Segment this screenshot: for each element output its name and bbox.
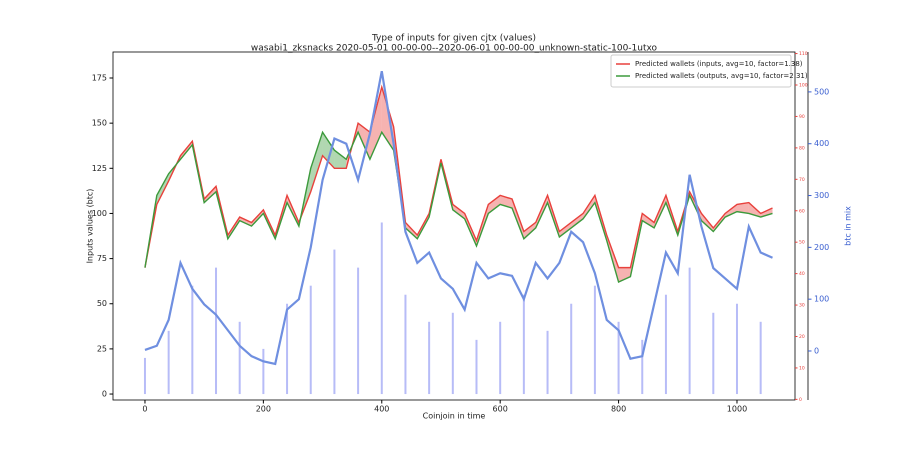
y3-tick-label: 100 [799, 83, 808, 89]
y3-tick-label: 70 [799, 177, 805, 183]
y2-tick-label: 300 [814, 191, 829, 200]
y-tick-label: 150 [92, 119, 107, 128]
y2-axis-label: btc in mix [844, 206, 853, 246]
fill-between [736, 202, 749, 214]
fill-between [760, 208, 773, 218]
y-tick-label: 175 [92, 74, 107, 83]
x-tick-label: 400 [374, 405, 389, 414]
bar [735, 303, 738, 395]
bar [309, 285, 312, 395]
legend-label: Predicted wallets (outputs, avg=10, fact… [635, 72, 808, 80]
fill-between [452, 204, 465, 219]
bar [641, 339, 644, 395]
x-tick-label: 1000 [727, 405, 747, 414]
fill-between [358, 123, 370, 160]
bar [712, 312, 715, 395]
bar [167, 330, 170, 395]
bar [333, 249, 336, 395]
bar [522, 294, 525, 395]
bar [570, 303, 573, 395]
y2-tick-label: 200 [814, 243, 829, 252]
y3-tick-label: 20 [799, 334, 805, 340]
bar [499, 321, 502, 395]
y3-tick-label: 30 [799, 303, 805, 309]
line [144, 130, 773, 284]
x-tick-label: 600 [493, 405, 508, 414]
fill-between [642, 213, 655, 228]
fill-between [369, 87, 382, 160]
bar [191, 285, 194, 395]
fill-between [725, 204, 737, 218]
bar [428, 321, 431, 395]
bar [262, 348, 265, 395]
plot-frame [112, 51, 796, 401]
bar [451, 312, 454, 395]
line [144, 84, 773, 269]
fill-between [381, 87, 394, 151]
bar [593, 285, 596, 395]
line [144, 70, 773, 366]
y-tick-label: 100 [92, 209, 107, 218]
fill-between [488, 195, 501, 214]
bar [286, 303, 289, 395]
bar [380, 222, 383, 395]
y3-tick-label: 90 [799, 114, 805, 120]
bar [238, 321, 241, 395]
y-axis-label: Inputs values (btc) [86, 189, 95, 264]
y-tick-label: 50 [97, 299, 107, 308]
chart-title: Type of inputs for given cjtx (values) [371, 34, 536, 44]
bar [546, 330, 549, 395]
y2-tick-label: 500 [814, 87, 829, 96]
fill-between [571, 213, 584, 228]
y3-tick-label: 80 [799, 145, 805, 151]
x-tick-label: 200 [256, 405, 271, 414]
legend-label: Predicted wallets (inputs, avg=10, facto… [635, 60, 803, 68]
bar [404, 294, 407, 395]
y2-tick-label: 0 [814, 346, 819, 355]
x-axis-label: Coinjoin in time [423, 412, 486, 421]
y3-tick-label: 110 [799, 51, 808, 57]
bar [688, 267, 691, 395]
y2-tick-label: 100 [814, 295, 829, 304]
x-tick-label: 800 [611, 405, 626, 414]
y-tick-label: 125 [92, 164, 107, 173]
fill-between [156, 173, 169, 205]
y-tick-label: 25 [97, 344, 107, 353]
fill-between [322, 132, 335, 169]
y2-tick-label: 400 [814, 139, 829, 148]
fill-between [618, 267, 631, 283]
y3-tick-label: 60 [799, 208, 805, 214]
fill-between [334, 150, 347, 169]
legend-box [610, 54, 792, 88]
bar [357, 267, 360, 395]
bar [475, 339, 478, 395]
bar [664, 294, 667, 395]
bar [143, 357, 146, 395]
fill-between [583, 195, 595, 219]
y3-tick-label: 10 [799, 365, 805, 371]
y-tick-label: 75 [97, 254, 107, 263]
y3-tick-label: 50 [799, 240, 805, 246]
fill-between [523, 222, 536, 239]
fill-between [310, 132, 323, 192]
bar [759, 321, 762, 395]
y3-tick-label: 0 [799, 397, 802, 403]
bar [215, 267, 218, 395]
chart-subtitle: wasabi1_zksnacks 2020-05-01 00-00-00--20… [251, 44, 658, 54]
fill-between [559, 222, 572, 237]
x-tick-label: 0 [142, 405, 147, 414]
fill-between [239, 217, 252, 227]
y3-tick-label: 40 [799, 271, 805, 277]
y-tick-label: 0 [102, 390, 107, 399]
bar [617, 321, 620, 395]
